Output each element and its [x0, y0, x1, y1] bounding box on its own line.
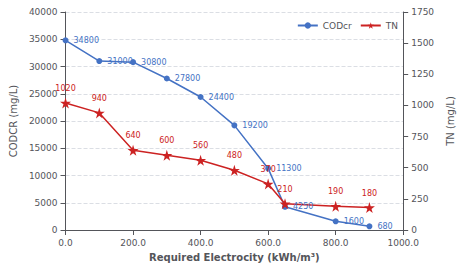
svg-text:400.0: 400.0 [188, 238, 214, 248]
svg-text:TN (mg/L): TN (mg/L) [445, 96, 456, 147]
svg-text:640: 640 [125, 131, 140, 140]
svg-text:CODCR (mg/L): CODCR (mg/L) [8, 85, 19, 158]
svg-text:CODcr: CODcr [323, 21, 352, 31]
svg-text:0.0: 0.0 [58, 238, 73, 248]
svg-text:1600: 1600 [344, 217, 364, 226]
svg-text:TN: TN [385, 21, 398, 31]
svg-text:30000: 30000 [29, 62, 58, 72]
svg-text:1000: 1000 [411, 100, 434, 110]
svg-text:370: 370 [260, 165, 275, 174]
svg-text:0: 0 [411, 225, 417, 235]
svg-text:200.0: 200.0 [120, 238, 146, 248]
svg-text:20000: 20000 [29, 116, 58, 126]
svg-text:15000: 15000 [29, 143, 58, 153]
svg-text:19200: 19200 [242, 121, 267, 130]
svg-text:1000.0: 1000.0 [387, 238, 419, 248]
svg-text:210: 210 [277, 185, 292, 194]
svg-text:34800: 34800 [74, 36, 99, 45]
svg-text:1500: 1500 [411, 38, 434, 48]
svg-text:11300: 11300 [276, 164, 301, 173]
svg-text:0: 0 [52, 225, 58, 235]
svg-text:600.0: 600.0 [255, 238, 281, 248]
svg-text:25000: 25000 [29, 89, 58, 99]
svg-text:5000: 5000 [35, 198, 58, 208]
svg-text:750: 750 [411, 132, 428, 142]
svg-text:500: 500 [411, 163, 428, 173]
svg-text:680: 680 [377, 222, 392, 231]
svg-text:30800: 30800 [141, 58, 166, 67]
svg-text:480: 480 [227, 151, 242, 160]
svg-text:560: 560 [193, 141, 208, 150]
svg-text:250: 250 [411, 194, 428, 204]
svg-text:Required Electrocity (kWh/m³): Required Electrocity (kWh/m³) [149, 252, 320, 263]
svg-text:800.0: 800.0 [323, 238, 349, 248]
svg-text:940: 940 [92, 94, 107, 103]
svg-text:4250: 4250 [293, 202, 313, 211]
svg-text:180: 180 [362, 189, 377, 198]
svg-text:40000: 40000 [29, 7, 58, 17]
svg-text:600: 600 [159, 136, 174, 145]
svg-text:10000: 10000 [29, 171, 58, 181]
svg-text:35000: 35000 [29, 34, 58, 44]
svg-text:24400: 24400 [209, 93, 234, 102]
svg-text:1020: 1020 [55, 84, 75, 93]
svg-text:1250: 1250 [411, 69, 434, 79]
svg-text:31000: 31000 [107, 57, 132, 66]
svg-text:27800: 27800 [175, 74, 200, 83]
svg-text:1750: 1750 [411, 7, 434, 17]
svg-text:190: 190 [328, 187, 343, 196]
